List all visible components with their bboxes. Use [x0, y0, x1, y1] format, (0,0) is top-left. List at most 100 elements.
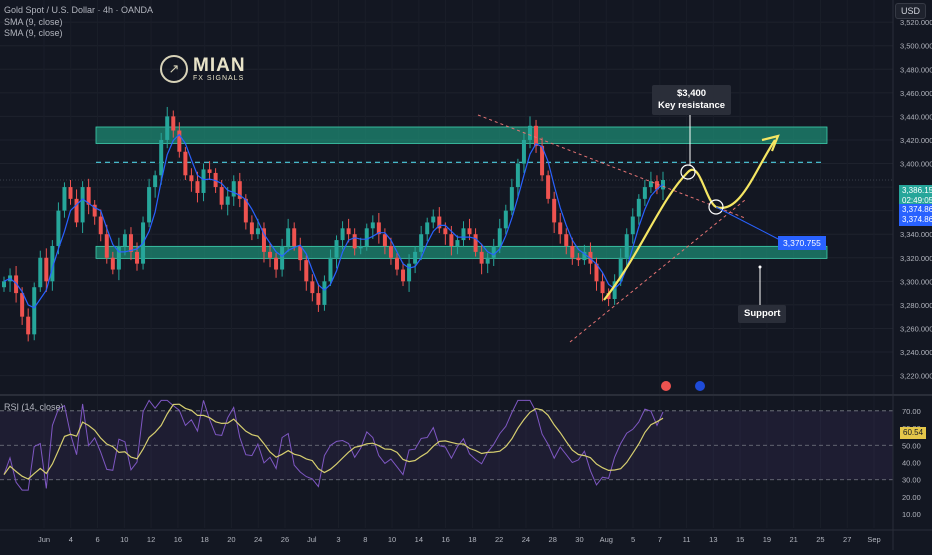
time-tick-label: Sep [867, 535, 880, 544]
candle-body [443, 228, 448, 235]
time-tick-label: 18 [200, 535, 208, 544]
target-price-tag: 3,370.755 [778, 236, 826, 250]
rsi-tick-label: 10.00 [902, 510, 921, 519]
candle-body [322, 281, 327, 305]
candle-body [612, 281, 617, 299]
symbol-title[interactable]: Gold Spot / U.S. Dollar · 4h · OANDA [4, 5, 154, 15]
rsi-signal-line [3, 403, 664, 480]
price-tick-label: 3,300.000 [900, 277, 932, 286]
candle-body [153, 175, 158, 188]
candle-body [44, 257, 49, 282]
candle-body [201, 169, 206, 193]
candle-body [467, 228, 472, 235]
candle-body [370, 222, 375, 229]
time-tick-label: 8 [363, 535, 367, 544]
candle-body [364, 228, 369, 246]
candle-body [564, 234, 569, 246]
candle-body [86, 187, 91, 205]
time-tick-label: 6 [95, 535, 99, 544]
candle-body [407, 263, 412, 282]
candle-body [147, 187, 152, 223]
currency-button[interactable]: USD [894, 3, 926, 19]
price-tick-label: 3,500.000 [900, 42, 932, 51]
candle-body [50, 245, 55, 282]
candle-body [624, 234, 629, 258]
candle-body [104, 234, 109, 258]
time-tick-label: 16 [174, 535, 182, 544]
time-tick-label: Aug [600, 535, 613, 544]
time-tick-label: 14 [415, 535, 423, 544]
candle-body [431, 216, 436, 223]
candle-body [68, 187, 73, 199]
candle-body [576, 257, 581, 261]
candle-body [183, 151, 188, 176]
candle-body [116, 245, 121, 270]
time-tick-label: 28 [549, 535, 557, 544]
time-tick-label: Jun [38, 535, 50, 544]
target-projection-line [715, 206, 781, 241]
candle-body [534, 125, 539, 146]
candle-body [546, 175, 551, 199]
candle-body [316, 293, 321, 305]
rsi-tick-label: 20.00 [902, 493, 921, 502]
rsi-legend[interactable]: RSI (14, close) [4, 402, 64, 412]
flash-event-icon [661, 381, 671, 391]
candle-body [292, 228, 297, 246]
candle-body [177, 130, 182, 152]
candle-body [255, 228, 260, 235]
time-tick-label: 24 [522, 535, 530, 544]
candle-body [274, 257, 279, 270]
candle-body [74, 198, 79, 223]
sma-legend-2[interactable]: SMA (9, close) [4, 28, 63, 38]
candle-body [449, 234, 454, 246]
candle-body [630, 216, 635, 235]
price-tick-label: 3,280.000 [900, 301, 932, 310]
price-tick-label: 3,340.000 [900, 230, 932, 239]
candle-body [26, 316, 31, 335]
candle-body [237, 181, 242, 199]
projection-arrowhead [761, 134, 780, 152]
time-tick-label: 7 [658, 535, 662, 544]
candle-body [558, 222, 563, 235]
candle-body [401, 269, 406, 282]
candle-body [461, 228, 466, 241]
time-tick-label: 10 [120, 535, 128, 544]
price-tick-label: 3,520.000 [900, 18, 932, 27]
candle-body [394, 257, 399, 270]
time-tick-label: 18 [468, 535, 476, 544]
candle-body [527, 125, 532, 140]
price-tick-label: 3,460.000 [900, 89, 932, 98]
candle-body [358, 245, 363, 249]
time-tick-label: 25 [816, 535, 824, 544]
logo-name: MIAN [193, 54, 246, 76]
resistance-zone [95, 126, 828, 144]
candle-body [122, 234, 127, 246]
candle-body [419, 234, 424, 252]
candle-body [491, 245, 496, 258]
time-tick-label: 19 [763, 535, 771, 544]
candle-body [286, 228, 291, 246]
candle-body [413, 251, 418, 264]
rsi-tick-label: 70.00 [902, 407, 921, 416]
candle-body [425, 222, 430, 235]
sma-legend-1[interactable]: SMA (9, close) [4, 17, 63, 27]
candle-body [98, 216, 103, 235]
brand-logo: ↗ MIAN FX SIGNALS [160, 55, 246, 83]
time-tick-label: 15 [736, 535, 744, 544]
candle-body [388, 245, 393, 258]
candles-layer [2, 106, 665, 342]
time-tick-label: 30 [575, 535, 583, 544]
us-flag-event-icon [695, 381, 705, 391]
rsi-line [3, 399, 664, 491]
time-tick-label: 21 [790, 535, 798, 544]
candle-body [195, 181, 200, 193]
time-tick-label: 16 [441, 535, 449, 544]
candle-body [231, 181, 236, 197]
candle-body [310, 281, 315, 294]
candle-body [328, 257, 333, 282]
rsi-tick-label: 50.00 [902, 441, 921, 450]
candle-body [382, 234, 387, 246]
candle-body [485, 257, 490, 264]
candle-body [62, 187, 67, 211]
